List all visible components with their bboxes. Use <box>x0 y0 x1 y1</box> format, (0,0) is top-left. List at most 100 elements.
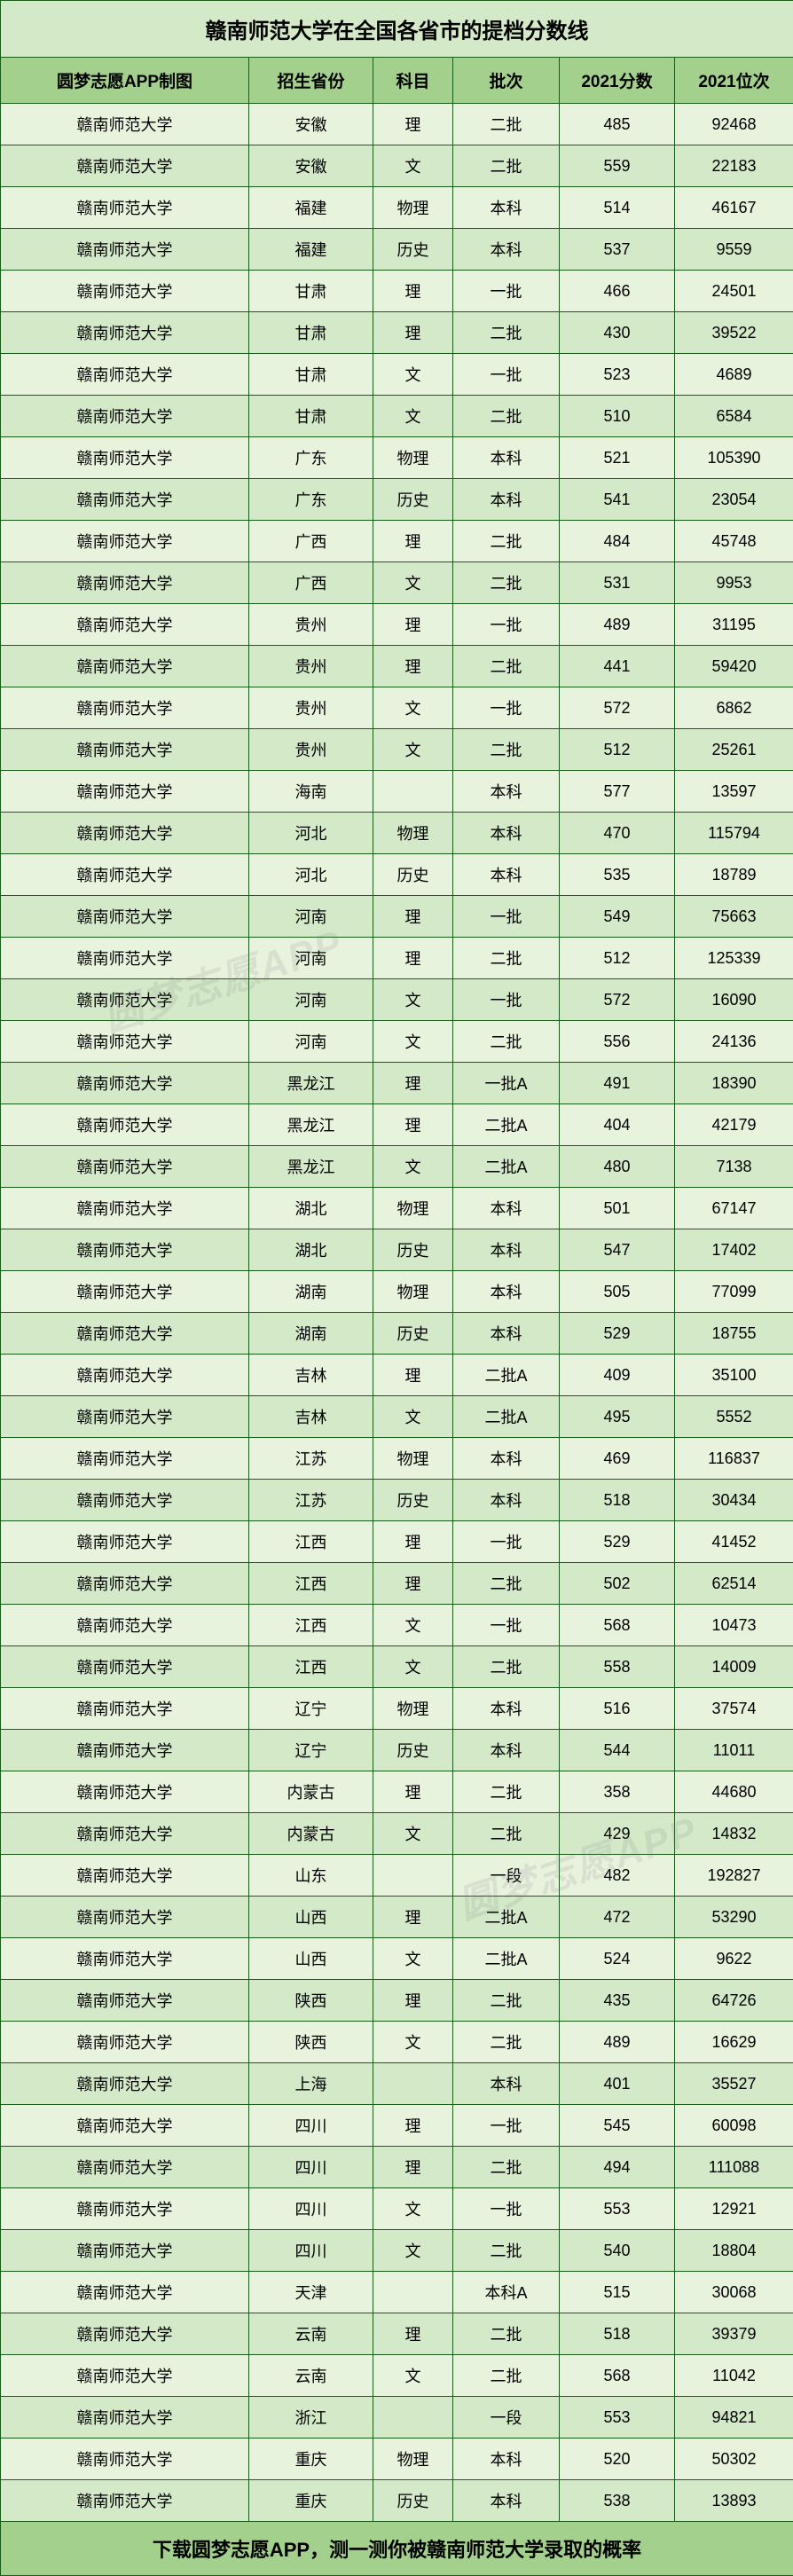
cell-province: 辽宁 <box>249 1730 373 1771</box>
cell-subject: 物理 <box>373 437 453 479</box>
cell-subject: 理 <box>373 1104 453 1146</box>
cell-rank: 35100 <box>675 1355 793 1396</box>
table-row: 赣南师范大学内蒙古理二批35844680 <box>1 1771 793 1813</box>
cell-university: 赣南师范大学 <box>1 1730 249 1771</box>
cell-rank: 77099 <box>675 1271 793 1313</box>
cell-university: 赣南师范大学 <box>1 771 249 813</box>
cell-subject: 文 <box>373 2188 453 2230</box>
cell-province: 湖南 <box>249 1271 373 1313</box>
cell-province: 福建 <box>249 187 373 229</box>
cell-province: 四川 <box>249 2230 373 2272</box>
cell-university: 赣南师范大学 <box>1 2147 249 2188</box>
cell-subject <box>373 2397 453 2439</box>
cell-province: 河南 <box>249 938 373 979</box>
cell-province: 甘肃 <box>249 396 373 437</box>
cell-university: 赣南师范大学 <box>1 187 249 229</box>
cell-score: 469 <box>560 1438 675 1480</box>
cell-batch: 一批 <box>453 354 560 396</box>
cell-university: 赣南师范大学 <box>1 979 249 1021</box>
cell-university: 赣南师范大学 <box>1 938 249 979</box>
table-row: 赣南师范大学湖北物理本科50167147 <box>1 1188 793 1229</box>
cell-province: 黑龙江 <box>249 1104 373 1146</box>
cell-university: 赣南师范大学 <box>1 1813 249 1855</box>
cell-score: 544 <box>560 1730 675 1771</box>
cell-score: 558 <box>560 1646 675 1688</box>
cell-subject: 历史 <box>373 1480 453 1521</box>
cell-rank: 11011 <box>675 1730 793 1771</box>
cell-batch: 二批 <box>453 1563 560 1605</box>
table-row: 赣南师范大学江西理一批52941452 <box>1 1521 793 1563</box>
cell-score: 502 <box>560 1563 675 1605</box>
cell-batch: 二批 <box>453 1021 560 1063</box>
cell-score: 358 <box>560 1771 675 1813</box>
cell-subject: 理 <box>373 2313 453 2355</box>
cell-batch: 二批 <box>453 2313 560 2355</box>
table-row: 赣南师范大学江苏历史本科51830434 <box>1 1480 793 1521</box>
cell-batch: 二批 <box>453 1813 560 1855</box>
cell-score: 514 <box>560 187 675 229</box>
cell-batch: 二批A <box>453 1355 560 1396</box>
cell-province: 甘肃 <box>249 271 373 312</box>
table-row: 赣南师范大学陕西理二批43564726 <box>1 1980 793 2022</box>
col-header-university: 圆梦志愿APP制图 <box>1 58 249 104</box>
cell-province: 重庆 <box>249 2439 373 2480</box>
table-row: 赣南师范大学海南本科57713597 <box>1 771 793 813</box>
cell-province: 四川 <box>249 2147 373 2188</box>
cell-subject: 历史 <box>373 1313 453 1355</box>
cell-rank: 45748 <box>675 521 793 562</box>
cell-university: 赣南师范大学 <box>1 2230 249 2272</box>
score-table: 赣南师范大学在全国各省市的提档分数线 圆梦志愿APP制图 招生省份 科目 批次 … <box>0 0 793 2576</box>
cell-score: 489 <box>560 2022 675 2063</box>
cell-subject: 理 <box>373 1521 453 1563</box>
cell-province: 黑龙江 <box>249 1063 373 1104</box>
cell-rank: 41452 <box>675 1521 793 1563</box>
cell-rank: 18755 <box>675 1313 793 1355</box>
cell-university: 赣南师范大学 <box>1 2188 249 2230</box>
table-row: 赣南师范大学黑龙江文二批A4807138 <box>1 1146 793 1188</box>
cell-province: 陕西 <box>249 1980 373 2022</box>
cell-batch: 本科 <box>453 2439 560 2480</box>
table-row: 赣南师范大学上海本科40135527 <box>1 2063 793 2105</box>
cell-subject: 理 <box>373 2105 453 2147</box>
cell-province: 江苏 <box>249 1480 373 1521</box>
cell-score: 512 <box>560 729 675 771</box>
cell-province: 湖南 <box>249 1313 373 1355</box>
cell-subject <box>373 2063 453 2105</box>
cell-province: 浙江 <box>249 2397 373 2439</box>
cell-university: 赣南师范大学 <box>1 1980 249 2022</box>
cell-university: 赣南师范大学 <box>1 1355 249 1396</box>
table-row: 赣南师范大学辽宁物理本科51637574 <box>1 1688 793 1730</box>
cell-province: 天津 <box>249 2272 373 2313</box>
cell-batch: 二批 <box>453 1980 560 2022</box>
cell-rank: 30434 <box>675 1480 793 1521</box>
cell-batch: 二批 <box>453 562 560 604</box>
cell-batch: 本科 <box>453 2063 560 2105</box>
cell-rank: 35527 <box>675 2063 793 2105</box>
cell-university: 赣南师范大学 <box>1 1563 249 1605</box>
cell-province: 黑龙江 <box>249 1146 373 1188</box>
cell-rank: 42179 <box>675 1104 793 1146</box>
table-row: 赣南师范大学天津本科A51530068 <box>1 2272 793 2313</box>
cell-province: 福建 <box>249 229 373 271</box>
cell-score: 531 <box>560 562 675 604</box>
cell-score: 538 <box>560 2480 675 2522</box>
cell-rank: 92468 <box>675 104 793 145</box>
cell-score: 429 <box>560 1813 675 1855</box>
cell-university: 赣南师范大学 <box>1 479 249 521</box>
cell-province: 内蒙古 <box>249 1813 373 1855</box>
cell-score: 505 <box>560 1271 675 1313</box>
cell-university: 赣南师范大学 <box>1 1605 249 1646</box>
cell-province: 云南 <box>249 2355 373 2397</box>
cell-batch: 一批 <box>453 896 560 938</box>
cell-university: 赣南师范大学 <box>1 1021 249 1063</box>
cell-rank: 50302 <box>675 2439 793 2480</box>
table-row: 赣南师范大学四川理一批54560098 <box>1 2105 793 2147</box>
cell-rank: 30068 <box>675 2272 793 2313</box>
cell-score: 470 <box>560 813 675 854</box>
cell-score: 512 <box>560 938 675 979</box>
cell-rank: 125339 <box>675 938 793 979</box>
cell-batch: 一批 <box>453 271 560 312</box>
cell-subject: 理 <box>373 312 453 354</box>
table-row: 赣南师范大学江苏物理本科469116837 <box>1 1438 793 1480</box>
table-row: 赣南师范大学江西文二批55814009 <box>1 1646 793 1688</box>
